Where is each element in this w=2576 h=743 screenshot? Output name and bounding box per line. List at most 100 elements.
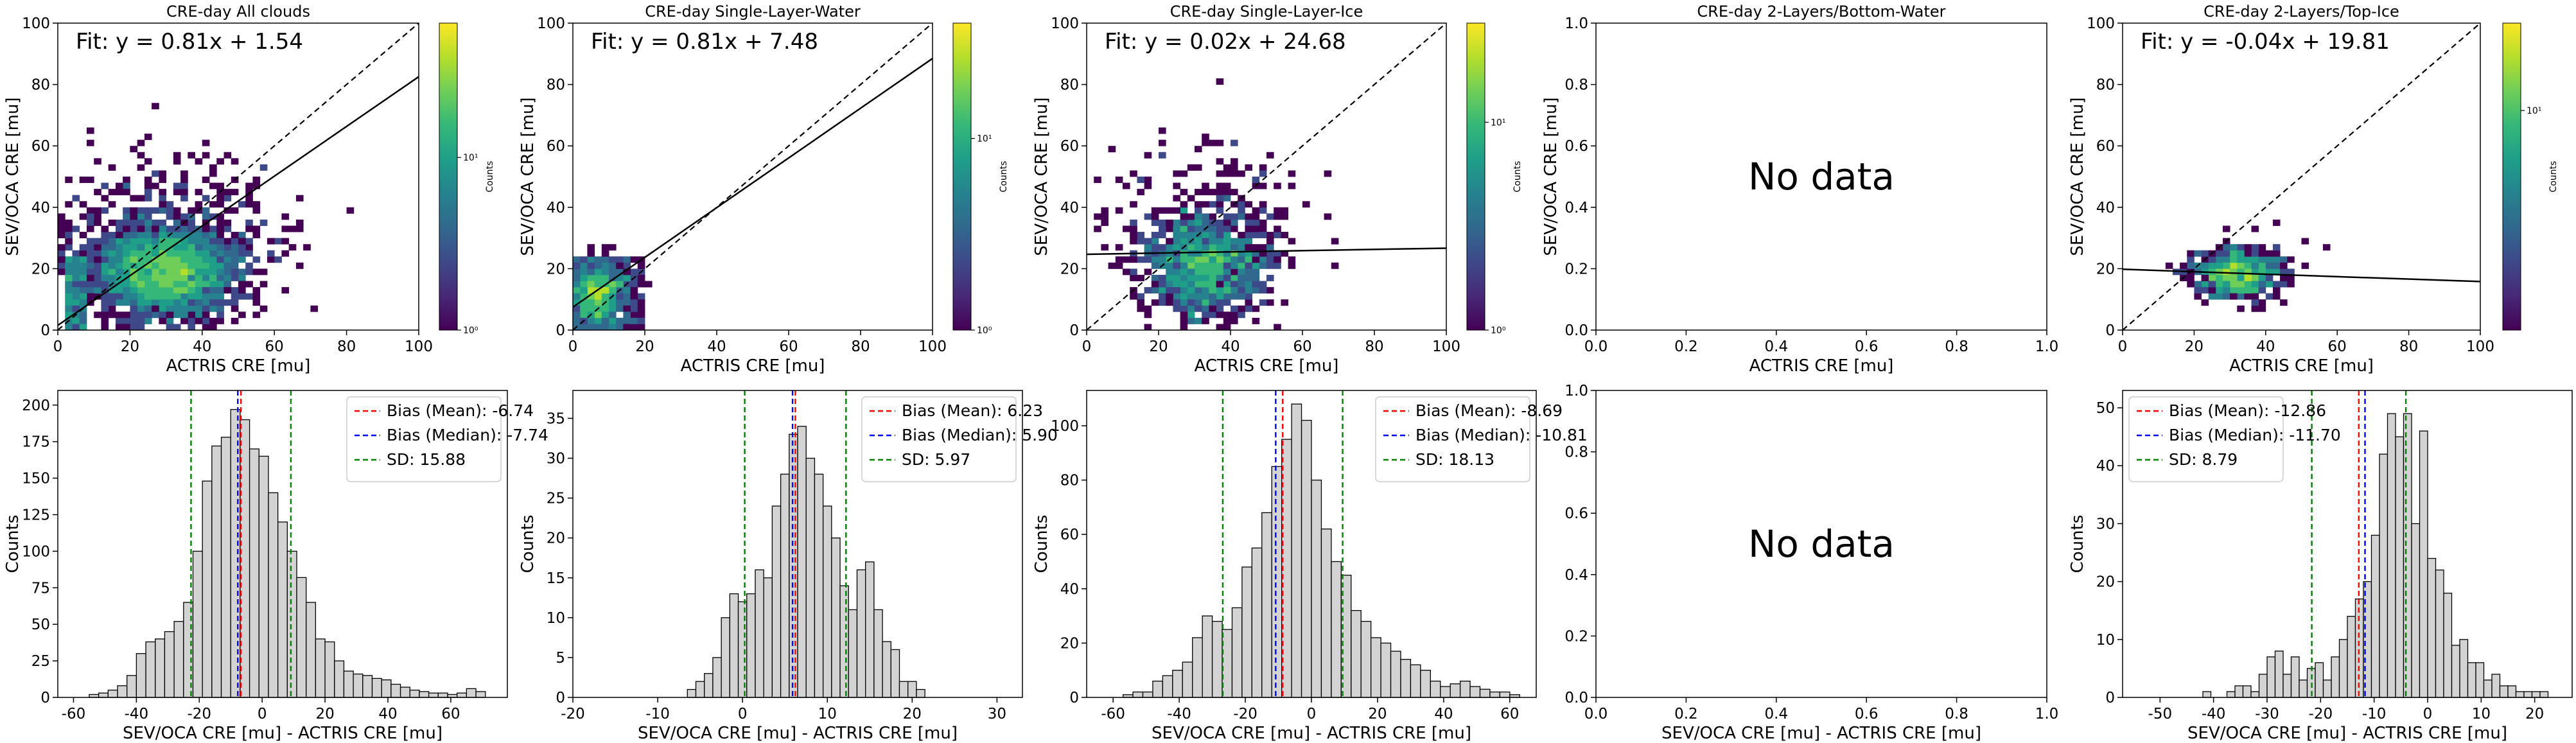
heatmap-cell bbox=[1238, 281, 1245, 288]
heatmap-cell bbox=[123, 299, 130, 306]
heatmap-cell bbox=[616, 256, 624, 263]
histogram-bar bbox=[1142, 691, 1153, 698]
heatmap-cell bbox=[645, 281, 653, 288]
hist-xtick-label: 0.4 bbox=[1765, 706, 1789, 722]
heatmap-cell bbox=[65, 232, 73, 238]
heatmap-cell bbox=[2237, 250, 2245, 257]
scatter-xlabel: ACTRIS CRE [mu] bbox=[1195, 356, 1339, 376]
heatmap-cell bbox=[123, 225, 130, 232]
panel-title: CRE-day Single-Layer-Water bbox=[645, 3, 861, 21]
heatmap-cell bbox=[1180, 256, 1188, 263]
heatmap-cell bbox=[1216, 189, 1224, 196]
heatmap-cell bbox=[1144, 152, 1152, 159]
heatmap-cell bbox=[609, 244, 617, 251]
heatmap-cell bbox=[637, 317, 645, 324]
heatmap-cell bbox=[101, 182, 109, 189]
heatmap-cell bbox=[1166, 238, 1173, 245]
heatmap-cell bbox=[1223, 219, 1231, 226]
heatmap-cell bbox=[1180, 305, 1188, 312]
heatmap-cell bbox=[65, 177, 73, 183]
heatmap-cell bbox=[123, 177, 130, 183]
histogram-bar bbox=[2403, 413, 2412, 698]
heatmap-cell bbox=[1180, 219, 1188, 226]
heatmap-cell bbox=[144, 281, 152, 288]
heatmap-cell bbox=[1231, 256, 1238, 263]
heatmap-cell bbox=[1187, 232, 1195, 238]
heatmap-cell bbox=[130, 232, 138, 238]
histogram-bar bbox=[2315, 662, 2324, 698]
heatmap-cell bbox=[1216, 305, 1224, 312]
heatmap-cell bbox=[108, 232, 116, 238]
histogram-bar bbox=[1320, 529, 1332, 698]
heatmap-cell bbox=[108, 311, 116, 319]
heatmap-cell bbox=[2251, 268, 2259, 275]
heatmap-cell bbox=[144, 274, 152, 281]
heatmap-cell bbox=[65, 305, 73, 312]
heatmap-cell bbox=[94, 256, 101, 263]
histogram-bar bbox=[2234, 685, 2244, 698]
heatmap-cell bbox=[101, 274, 109, 281]
histogram-bar bbox=[98, 692, 109, 698]
heatmap-cell bbox=[1144, 268, 1152, 275]
heatmap-cell bbox=[2194, 287, 2202, 294]
heatmap-cell bbox=[2237, 305, 2245, 312]
heatmap-cell bbox=[123, 287, 130, 294]
colorbar-label: Counts bbox=[1512, 161, 1523, 193]
heatmap-cell bbox=[1238, 244, 1245, 251]
heatmap-cell bbox=[216, 244, 224, 251]
heatmap-cell bbox=[2251, 293, 2259, 300]
heatmap-cell bbox=[1101, 219, 1108, 226]
hist-xtick-label: -60 bbox=[1101, 706, 1125, 722]
heatmap-cell bbox=[130, 305, 138, 312]
heatmap-cell bbox=[1216, 299, 1224, 306]
heatmap-cell bbox=[601, 293, 609, 300]
heatmap-cell bbox=[180, 262, 188, 269]
heatmap-cell bbox=[65, 256, 73, 263]
histogram-bars bbox=[2202, 413, 2549, 698]
heatmap-cell bbox=[1216, 244, 1224, 251]
colorbar-label: Counts bbox=[2548, 161, 2559, 193]
heatmap-cell bbox=[2222, 244, 2230, 251]
heatmap-cell bbox=[2251, 299, 2259, 306]
heatmap-cell bbox=[123, 238, 130, 245]
heatmap-cell bbox=[1231, 305, 1238, 312]
heatmap-cell bbox=[1252, 225, 1260, 232]
hist-xtick-label: 0.6 bbox=[1855, 706, 1879, 722]
heatmap-cell bbox=[1187, 311, 1195, 319]
heatmap-cell bbox=[72, 256, 80, 263]
heatmap-cell bbox=[573, 268, 581, 275]
heatmap-cell bbox=[173, 287, 181, 294]
legend-entry: SD: 18.13 bbox=[1415, 450, 1494, 469]
heatmap-cell bbox=[1331, 262, 1339, 269]
heatmap-cell bbox=[1130, 170, 1137, 177]
heatmap-cell bbox=[223, 268, 232, 275]
histogram-bar bbox=[695, 681, 705, 698]
one-to-one-line bbox=[58, 23, 419, 330]
histogram-bar bbox=[1479, 688, 1491, 698]
heatmap-cell bbox=[1159, 207, 1166, 214]
heatmap-cell bbox=[144, 219, 152, 226]
heatmap-cell bbox=[152, 305, 159, 312]
heatmap-cell bbox=[623, 311, 631, 319]
heatmap-cell bbox=[65, 274, 73, 281]
heatmap-cell bbox=[195, 238, 203, 245]
scatter-xtick-label: 0.0 bbox=[1584, 338, 1608, 355]
scatter-ytick-label: 0.6 bbox=[1564, 138, 1588, 155]
heatmap-cell bbox=[130, 317, 138, 324]
heatmap-cell bbox=[137, 268, 145, 275]
hist-ytick-label: 0.8 bbox=[1564, 444, 1588, 461]
heatmap-cell bbox=[231, 244, 239, 251]
hist-ytick-label: 1.0 bbox=[1564, 383, 1588, 399]
heatmap-cell bbox=[108, 293, 116, 300]
heatmap-cell bbox=[108, 219, 116, 226]
heatmap-cell bbox=[223, 262, 232, 269]
heatmap-cell bbox=[609, 256, 617, 263]
heatmap-cell bbox=[202, 324, 210, 330]
heatmap-cell bbox=[1180, 293, 1188, 300]
heatmap-cell bbox=[188, 324, 195, 330]
heatmap-cell bbox=[195, 317, 203, 324]
heatmap-cell bbox=[159, 299, 166, 306]
heatmap-cell bbox=[152, 293, 159, 300]
heatmap-cell bbox=[2251, 262, 2259, 269]
heatmap-cell bbox=[1209, 244, 1216, 251]
